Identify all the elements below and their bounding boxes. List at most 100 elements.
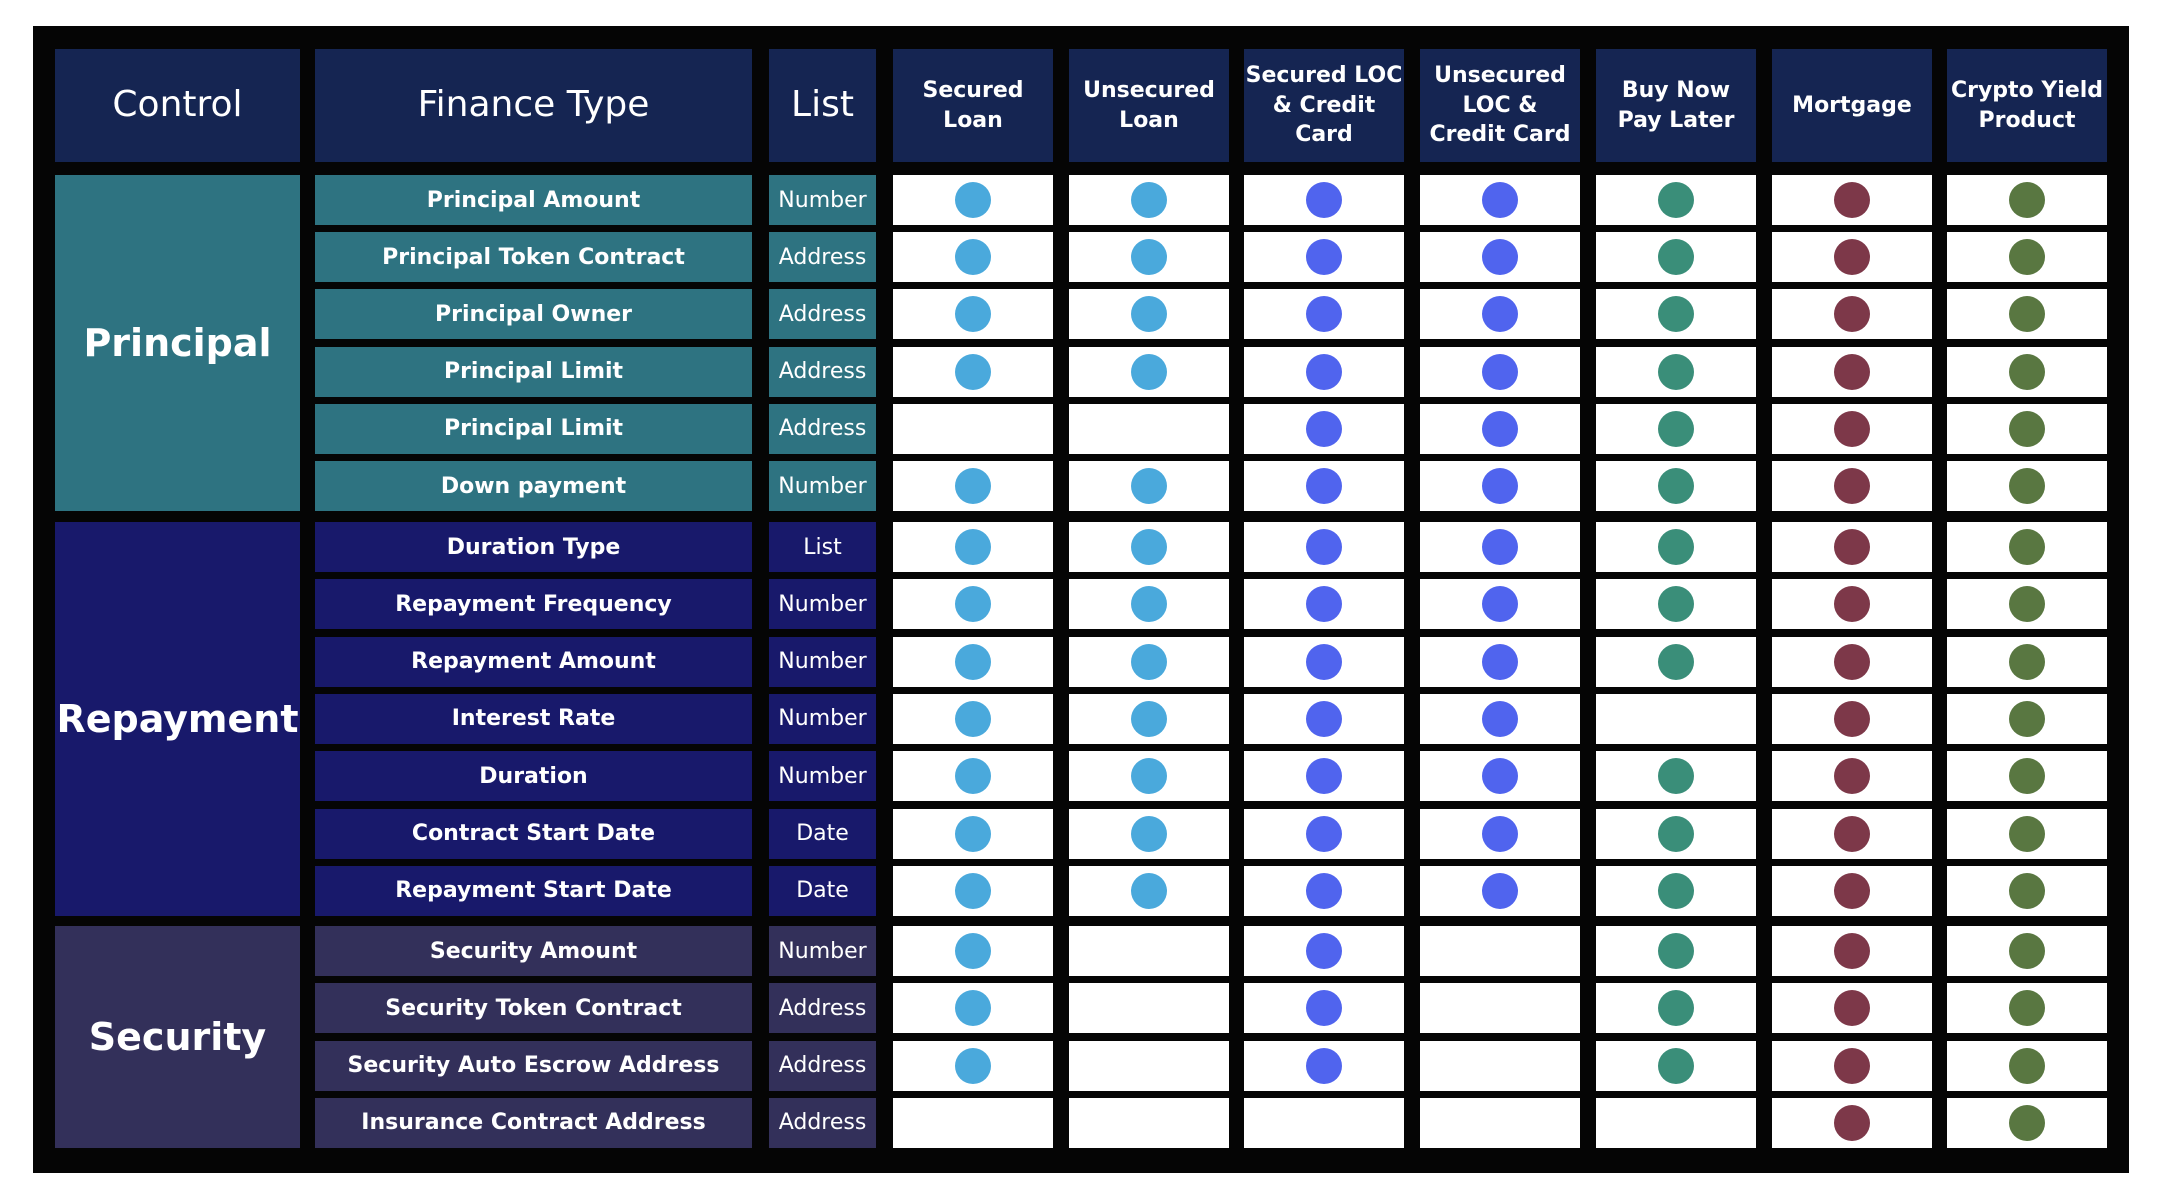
field-name: Repayment Start Date xyxy=(315,865,752,916)
supported-dot-icon xyxy=(1658,758,1694,795)
supported-dot-icon xyxy=(1834,529,1870,565)
field-name: Insurance Contract Address xyxy=(315,1097,752,1148)
field-name: Security Amount xyxy=(315,926,752,976)
support-cell xyxy=(893,579,1053,630)
support-cell xyxy=(1244,1040,1404,1091)
supported-dot-icon xyxy=(1131,872,1167,909)
support-cell xyxy=(1772,346,1932,397)
support-cell xyxy=(1947,232,2107,283)
support-cell xyxy=(1244,461,1404,511)
support-cell xyxy=(893,636,1053,687)
support-cell xyxy=(1947,175,2107,225)
support-cell xyxy=(1420,232,1580,283)
supported-dot-icon xyxy=(1306,815,1342,852)
support-cell xyxy=(1244,289,1404,340)
support-cell xyxy=(1069,346,1229,397)
control-header: Control xyxy=(55,49,300,162)
field-type: Date xyxy=(769,865,876,916)
field-type: Number xyxy=(769,751,876,802)
support-cell xyxy=(1069,175,1229,225)
support-cell xyxy=(1420,751,1580,802)
field-type: Number xyxy=(769,579,876,630)
supported-dot-icon xyxy=(1306,643,1342,680)
supported-dot-icon xyxy=(1306,182,1342,218)
supported-dot-icon xyxy=(955,815,991,852)
field-type: Number xyxy=(769,926,876,976)
supported-dot-icon xyxy=(955,353,991,390)
support-cell xyxy=(1596,522,1756,572)
support-cell xyxy=(1947,289,2107,340)
supported-dot-icon xyxy=(955,586,991,623)
support-cell xyxy=(1947,636,2107,687)
supported-dot-icon xyxy=(1834,815,1870,852)
support-cell xyxy=(893,175,1053,225)
supported-dot-icon xyxy=(955,468,991,504)
support-cell xyxy=(1244,983,1404,1034)
supported-dot-icon xyxy=(1834,872,1870,909)
support-cell xyxy=(1596,461,1756,511)
support-cell xyxy=(1244,232,1404,283)
support-cell xyxy=(1420,461,1580,511)
supported-dot-icon xyxy=(955,758,991,795)
group-label-repayment: Repayment xyxy=(55,522,300,916)
support-cell xyxy=(1596,346,1756,397)
field-type: Address xyxy=(769,1040,876,1091)
support-cell xyxy=(1772,693,1932,744)
supported-dot-icon xyxy=(1834,239,1870,276)
field-name: Principal Limit xyxy=(315,346,752,397)
supported-dot-icon xyxy=(1834,643,1870,680)
supported-dot-icon xyxy=(1306,468,1342,504)
supported-dot-icon xyxy=(1306,239,1342,276)
support-cell xyxy=(893,403,1053,454)
support-cell xyxy=(893,289,1053,340)
field-type: Address xyxy=(769,983,876,1034)
support-cell xyxy=(1772,1040,1932,1091)
support-cell xyxy=(1596,232,1756,283)
support-cell xyxy=(1772,232,1932,283)
supported-dot-icon xyxy=(1658,182,1694,218)
supported-dot-icon xyxy=(1131,700,1167,737)
supported-dot-icon xyxy=(955,239,991,276)
field-name: Principal Limit xyxy=(315,403,752,454)
supported-dot-icon xyxy=(1306,700,1342,737)
support-cell xyxy=(893,346,1053,397)
supported-dot-icon xyxy=(1658,586,1694,623)
support-cell xyxy=(1772,579,1932,630)
supported-dot-icon xyxy=(955,872,991,909)
supported-dot-icon xyxy=(2009,296,2045,333)
supported-dot-icon xyxy=(1482,700,1518,737)
support-cell xyxy=(1772,751,1932,802)
supported-dot-icon xyxy=(1306,872,1342,909)
field-name: Security Auto Escrow Address xyxy=(315,1040,752,1091)
field-name: Down payment xyxy=(315,461,752,511)
supported-dot-icon xyxy=(955,296,991,333)
support-cell xyxy=(1069,522,1229,572)
supported-dot-icon xyxy=(1658,933,1694,969)
supported-dot-icon xyxy=(1131,182,1167,218)
support-cell xyxy=(1244,808,1404,859)
field-type: Date xyxy=(769,808,876,859)
support-cell xyxy=(893,461,1053,511)
supported-dot-icon xyxy=(1834,353,1870,390)
support-cell xyxy=(1596,983,1756,1034)
supported-dot-icon xyxy=(1834,1104,1870,1141)
support-cell xyxy=(1772,865,1932,916)
finance-type-header: Finance Type xyxy=(315,49,752,162)
supported-dot-icon xyxy=(955,700,991,737)
support-cell xyxy=(893,865,1053,916)
support-cell xyxy=(1420,865,1580,916)
supported-dot-icon xyxy=(1131,468,1167,504)
support-cell xyxy=(1069,461,1229,511)
support-cell xyxy=(1596,808,1756,859)
supported-dot-icon xyxy=(1482,643,1518,680)
support-cell xyxy=(893,693,1053,744)
support-cell xyxy=(1420,1040,1580,1091)
supported-dot-icon xyxy=(1658,353,1694,390)
supported-dot-icon xyxy=(2009,239,2045,276)
supported-dot-icon xyxy=(1131,296,1167,333)
supported-dot-icon xyxy=(1658,643,1694,680)
support-cell xyxy=(1596,636,1756,687)
support-cell xyxy=(1244,693,1404,744)
supported-dot-icon xyxy=(2009,933,2045,969)
supported-dot-icon xyxy=(1834,700,1870,737)
